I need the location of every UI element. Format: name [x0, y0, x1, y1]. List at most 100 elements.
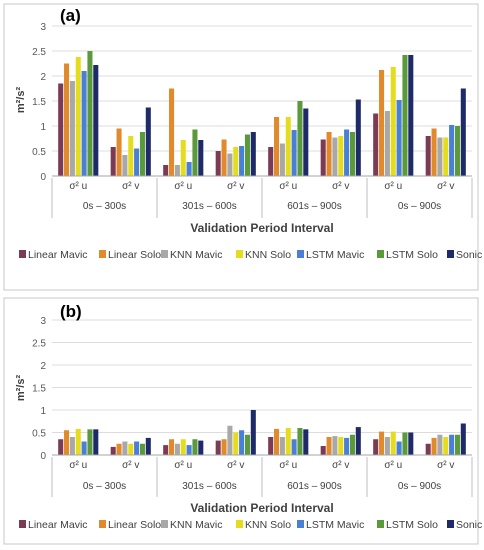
- panel-label: (a): [60, 6, 81, 25]
- bar: [233, 432, 239, 455]
- bar: [454, 126, 460, 176]
- x-tick-label: σ² u: [384, 181, 402, 192]
- bar: [250, 410, 256, 455]
- bar: [93, 65, 99, 176]
- bar: [408, 55, 414, 176]
- group-label: 0s – 900s: [398, 481, 441, 492]
- group-label: 301s – 600s: [182, 481, 237, 492]
- legend-label: KNN Solo: [245, 519, 291, 531]
- group-label: 601s – 900s: [287, 201, 342, 212]
- bar: [338, 437, 344, 455]
- bar: [268, 147, 274, 176]
- bar: [163, 165, 169, 176]
- bar: [349, 434, 355, 455]
- bar: [291, 130, 297, 176]
- bar: [320, 139, 326, 176]
- bar: [87, 429, 93, 455]
- bar: [192, 439, 198, 455]
- bar: [443, 137, 449, 176]
- y-axis-title: m²/s²: [15, 87, 27, 114]
- legend-swatch: [297, 250, 304, 258]
- bar: [279, 143, 285, 176]
- bar: [180, 439, 186, 455]
- group-label: 301s – 600s: [182, 201, 237, 212]
- y-tick-label: 1: [40, 122, 46, 133]
- bar: [87, 51, 93, 176]
- bar: [408, 432, 414, 455]
- bar: [437, 137, 443, 176]
- y-tick-label: 0: [40, 451, 46, 462]
- legend-label: LSTM Solo: [386, 519, 438, 531]
- y-tick-label: 1: [40, 406, 46, 417]
- y-tick-label: 0: [40, 172, 46, 183]
- bar: [227, 425, 233, 455]
- legend-label: Linear Mavic: [28, 249, 88, 261]
- bar: [379, 70, 385, 176]
- bar: [81, 71, 87, 176]
- legend-label: Sonic: [456, 249, 482, 261]
- legend-label: LSTM Mavic: [306, 249, 364, 261]
- bar: [332, 137, 338, 176]
- bar: [116, 443, 122, 455]
- bar: [174, 165, 180, 176]
- bar: [390, 431, 396, 455]
- bar: [128, 136, 134, 176]
- bar: [215, 440, 221, 455]
- bar: [69, 437, 75, 455]
- legend-swatch: [236, 520, 243, 528]
- bar: [75, 428, 81, 455]
- bar: [326, 132, 332, 176]
- y-tick-label: 0.5: [32, 429, 46, 440]
- bar: [396, 441, 402, 455]
- bar: [64, 63, 70, 176]
- bar: [244, 434, 250, 455]
- bar: [384, 437, 390, 455]
- bar: [379, 431, 385, 455]
- bar: [145, 107, 151, 176]
- y-tick-label: 3: [40, 316, 46, 327]
- bar: [449, 125, 455, 176]
- y-tick-label: 2: [40, 72, 46, 83]
- x-tick-label: σ² v: [332, 181, 349, 192]
- bar: [425, 136, 431, 176]
- bar: [128, 443, 134, 455]
- x-tick-label: σ² u: [174, 181, 192, 192]
- bar: [145, 437, 151, 455]
- bar: [198, 140, 204, 176]
- legend-label: LSTM Mavic: [306, 519, 364, 531]
- bar: [215, 151, 221, 176]
- legend-swatch: [236, 250, 243, 258]
- y-tick-label: 1.5: [32, 97, 46, 108]
- bar: [134, 441, 140, 455]
- legend-swatch: [377, 250, 384, 258]
- bar: [198, 440, 204, 455]
- x-tick-label: σ² u: [69, 460, 87, 471]
- bar: [326, 437, 332, 455]
- legend-label: KNN Mavic: [170, 519, 223, 531]
- bar: [460, 423, 466, 455]
- legend-swatch: [447, 250, 454, 258]
- bar: [169, 439, 175, 455]
- bar: [303, 108, 309, 176]
- bar: [93, 429, 99, 455]
- legend-label: Linear Solo: [108, 519, 161, 531]
- bar: [291, 439, 297, 455]
- bar: [221, 439, 227, 455]
- group-label: 0s – 900s: [398, 201, 441, 212]
- legend-swatch: [447, 520, 454, 528]
- bar: [75, 57, 81, 176]
- bar: [344, 129, 350, 176]
- bar: [402, 432, 408, 455]
- bar: [192, 129, 198, 176]
- bar: [332, 436, 338, 455]
- bar: [274, 117, 280, 176]
- bar: [139, 443, 145, 455]
- x-tick-label: σ² v: [227, 181, 244, 192]
- bar: [384, 111, 390, 176]
- bar: [373, 113, 379, 176]
- y-tick-label: 1.5: [32, 384, 46, 395]
- x-tick-label: σ² u: [279, 181, 297, 192]
- x-tick-label: σ² v: [332, 460, 349, 471]
- bar: [186, 445, 192, 455]
- panel-frame: [3, 297, 479, 545]
